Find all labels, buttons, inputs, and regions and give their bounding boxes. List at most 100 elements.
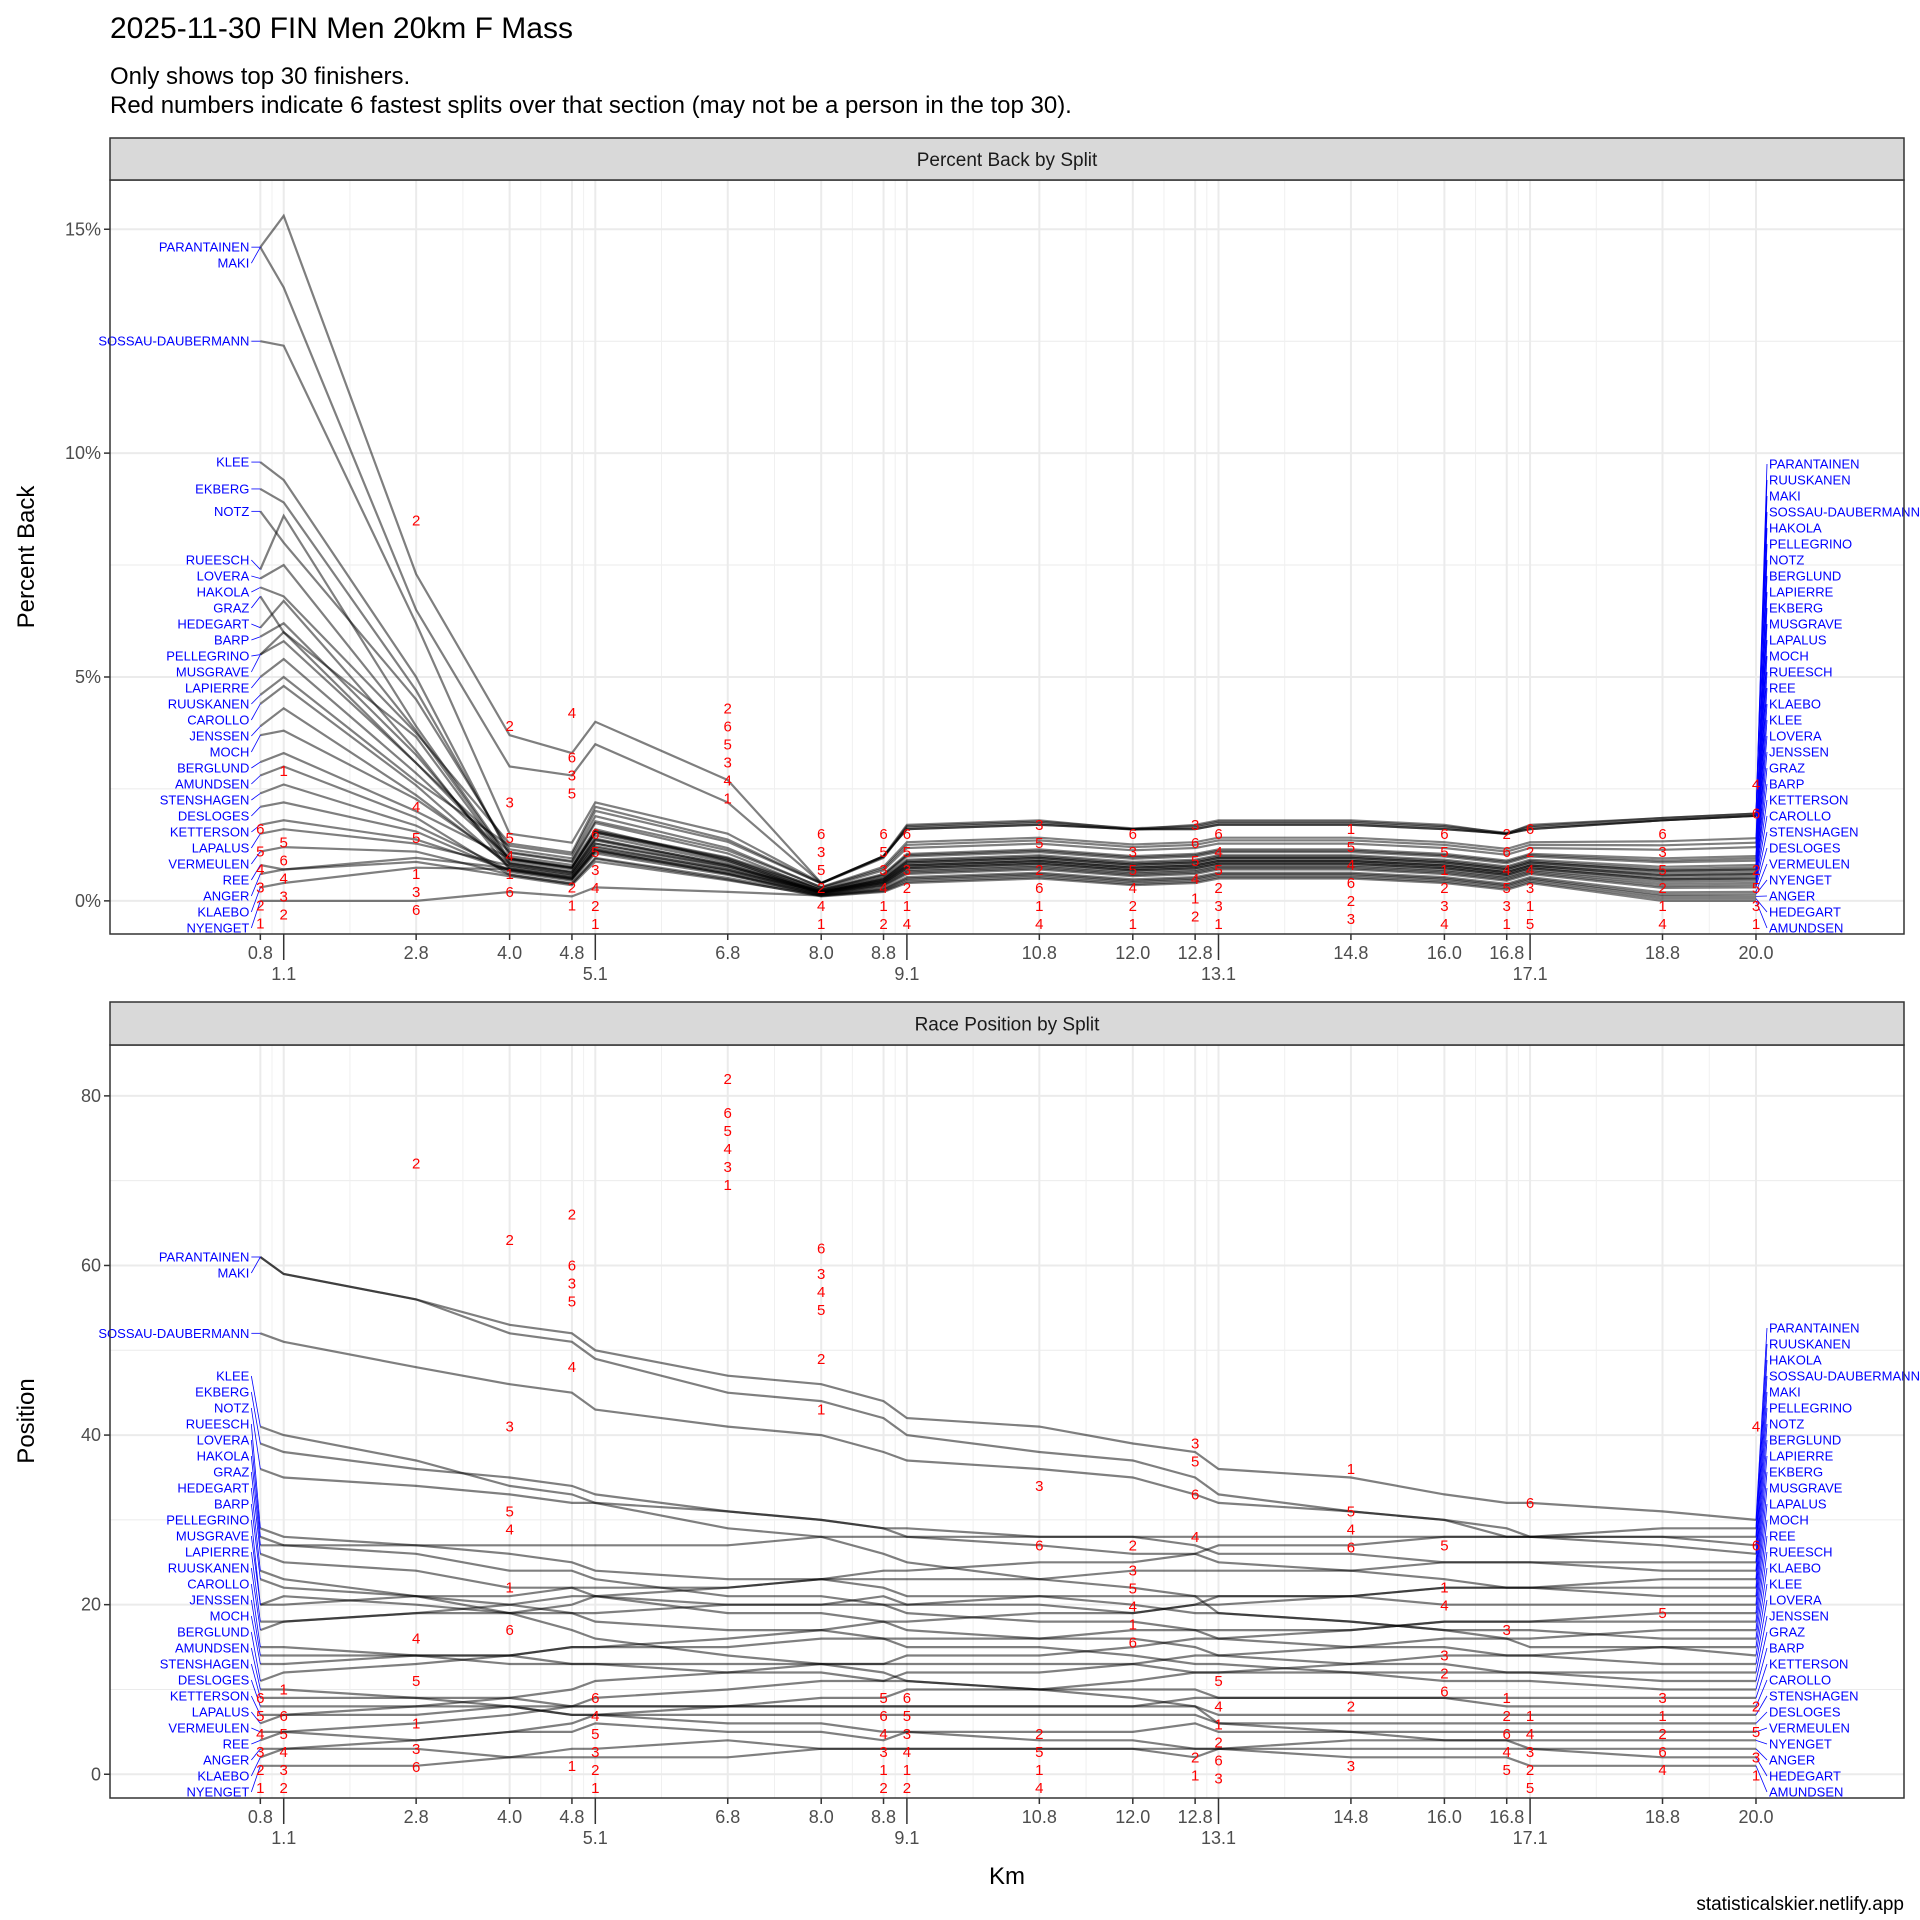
fastest-split-rank: 2 xyxy=(591,1762,599,1779)
fastest-split-rank: 4 xyxy=(1752,776,1760,793)
athlete-line-musgrave xyxy=(259,1595,1756,1615)
fastest-split-rank: 3 xyxy=(1191,817,1199,834)
athlete-start-label: ANGER xyxy=(203,889,249,904)
fastest-split-rank: 3 xyxy=(591,1744,599,1761)
x-tick-label: 10.8 xyxy=(1022,1807,1057,1827)
fastest-split-rank: 4 xyxy=(256,862,264,879)
athlete-label-leader xyxy=(1755,1711,1768,1724)
fastest-split-rank: 3 xyxy=(591,862,599,879)
panel-percent_back: PARANTAINENMAKISOSSAU-DAUBERMANNKLEEEKBE… xyxy=(13,137,1920,984)
athlete-label-leader xyxy=(1755,1535,1768,1631)
athlete-start-label: RUUSKANEN xyxy=(168,697,250,712)
athlete-start-label: JENSSEN xyxy=(189,729,249,744)
fastest-split-rank: 2 xyxy=(256,898,264,915)
x-tick-label: 12.8 xyxy=(1178,943,1213,963)
fastest-split-rank: 6 xyxy=(879,1708,887,1725)
fastest-split-rank: 2 xyxy=(568,1207,576,1224)
fastest-split-rank: 1 xyxy=(817,916,825,933)
athlete-end-label: BARP xyxy=(1769,777,1804,792)
athlete-label-leader xyxy=(1755,799,1768,881)
athlete-label-leader xyxy=(250,1391,261,1444)
x-tick-label: 20.0 xyxy=(1738,1807,1773,1827)
fastest-split-rank: 1 xyxy=(817,1402,825,1419)
fastest-split-rank: 5 xyxy=(568,786,576,803)
fastest-split-rank: 5 xyxy=(591,844,599,861)
athlete-end-label: BERGLUND xyxy=(1769,1433,1841,1448)
fastest-split-rank: 6 xyxy=(1347,1539,1355,1556)
fastest-split-rank: 3 xyxy=(1214,898,1222,915)
fastest-split-rank: 6 xyxy=(1526,1495,1534,1512)
fastest-split-rank: 1 xyxy=(1129,916,1137,933)
fastest-split-rank: 5 xyxy=(724,736,732,753)
fastest-split-rank: 4 xyxy=(412,799,420,816)
fastest-split-rank: 3 xyxy=(1658,844,1666,861)
athlete-line-desloges xyxy=(260,801,1757,896)
athlete-label-leader xyxy=(250,654,261,673)
x-tick-label: 4.8 xyxy=(559,1807,584,1827)
athlete-label-leader xyxy=(250,1407,261,1470)
athlete-label-leader xyxy=(1755,783,1768,879)
fastest-split-rank: 1 xyxy=(1347,821,1355,838)
fastest-split-rank: 5 xyxy=(591,1726,599,1743)
athlete-label-leader xyxy=(1755,1487,1768,1605)
fastest-split-rank: 3 xyxy=(412,884,420,901)
chart-subtitle-line-2: Red numbers indicate 6 fastest splits ov… xyxy=(110,92,1072,119)
athlete-label-leader xyxy=(1755,1391,1768,1554)
x-tick-label: 13.1 xyxy=(1201,964,1236,984)
fastest-split-rank: 1 xyxy=(1191,891,1199,908)
athlete-start-label: LOVERA xyxy=(197,1433,250,1448)
athlete-end-label: RUUSKANEN xyxy=(1769,473,1851,488)
athlete-label-leader xyxy=(1755,1343,1768,1529)
fastest-split-rank: 6 xyxy=(879,826,887,843)
fastest-split-rank: 4 xyxy=(1035,1780,1043,1797)
fastest-split-rank: 3 xyxy=(1503,898,1511,915)
athlete-start-label: AMUNDSEN xyxy=(175,1641,249,1656)
x-tick-label: 16.8 xyxy=(1489,943,1524,963)
fastest-split-rank: 1 xyxy=(903,898,911,915)
x-tick-label: 16.0 xyxy=(1427,943,1462,963)
fastest-split-rank: 6 xyxy=(505,1622,513,1639)
athlete-label-leader xyxy=(250,1695,261,1716)
athlete-start-label: MAKI xyxy=(218,1265,250,1280)
fastest-split-rank: 5 xyxy=(724,1123,732,1140)
fastest-split-rank: 6 xyxy=(591,826,599,843)
fastest-split-rank: 2 xyxy=(591,898,599,915)
athlete-label-leader xyxy=(1755,1727,1768,1733)
fastest-split-rank: 6 xyxy=(280,853,288,870)
athlete-label-leader xyxy=(1755,1455,1768,1588)
chart-subtitle-line-1: Only shows top 30 finishers. xyxy=(110,63,410,90)
x-tick-label: 8.0 xyxy=(809,943,834,963)
fastest-split-rank: 1 xyxy=(591,916,599,933)
panel-strip-title: Race Position by Split xyxy=(915,1015,1101,1036)
athlete-end-label: JENSSEN xyxy=(1769,745,1829,760)
fastest-split-rank: 6 xyxy=(1035,880,1043,897)
fastest-split-rank: 6 xyxy=(1214,1752,1222,1769)
athlete-label-leader xyxy=(1755,1359,1768,1537)
athlete-start-label: RUEESCH xyxy=(186,553,250,568)
athlete-end-label: KLEE xyxy=(1769,1577,1803,1592)
fastest-split-rank: 6 xyxy=(505,884,513,901)
panel-strip xyxy=(109,1001,1905,1046)
athlete-end-label: NYENGET xyxy=(1769,1737,1832,1752)
fastest-split-rank: 1 xyxy=(280,1681,288,1698)
athlete-label-leader xyxy=(250,1567,261,1631)
athlete-end-label: SOSSAU-DAUBERMANN xyxy=(1769,505,1920,520)
athlete-start-label: STENSHAGEN xyxy=(160,1657,250,1672)
athlete-end-label: EKBERG xyxy=(1769,601,1823,616)
athlete-label-leader xyxy=(251,587,261,593)
athlete-end-label: STENSHAGEN xyxy=(1769,1689,1859,1704)
fastest-split-rank: 4 xyxy=(879,1726,887,1743)
athlete-line-berglund xyxy=(259,1578,1756,1683)
fastest-split-rank: 2 xyxy=(412,1156,420,1173)
fastest-split-rank: 6 xyxy=(1191,835,1199,852)
fastest-split-rank: 2 xyxy=(1214,880,1222,897)
athlete-label-leader xyxy=(1755,575,1768,848)
athlete-label-leader xyxy=(251,623,261,629)
fastest-split-rank: 5 xyxy=(412,830,420,847)
x-tick-label: 4.0 xyxy=(497,1807,522,1827)
athlete-label-leader xyxy=(251,824,261,833)
athlete-start-label: NYENGET xyxy=(187,921,250,936)
athlete-line-ekberg xyxy=(259,1442,1756,1598)
fastest-split-rank: 2 xyxy=(280,907,288,924)
x-tick-label: 14.8 xyxy=(1333,943,1368,963)
